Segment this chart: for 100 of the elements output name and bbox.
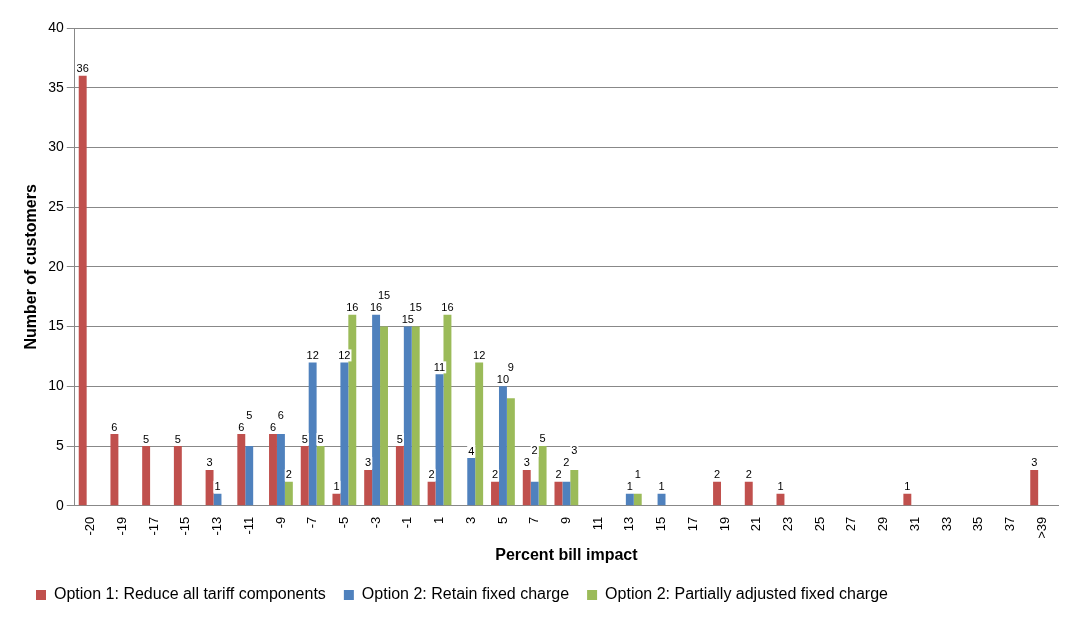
bar xyxy=(395,446,404,506)
bar xyxy=(657,493,666,506)
x-tick-label: 21 xyxy=(748,516,764,532)
y-tick-label: 25 xyxy=(48,198,64,215)
bar xyxy=(713,481,722,506)
x-tick-label: 23 xyxy=(779,516,795,532)
data-label: 16 xyxy=(346,301,359,314)
x-tick-label: 31 xyxy=(906,516,922,532)
data-label: 36 xyxy=(76,62,89,75)
x-tick-label: -11 xyxy=(240,516,256,535)
data-label: 5 xyxy=(143,432,150,445)
data-label: 5 xyxy=(301,432,308,445)
data-label: 3 xyxy=(206,456,213,469)
bar xyxy=(173,446,182,506)
bar xyxy=(332,493,341,506)
x-tick-label: -3 xyxy=(367,516,383,529)
bar xyxy=(554,481,563,506)
data-label: 2 xyxy=(713,468,721,481)
x-tick-label: 15 xyxy=(653,516,669,532)
data-label: 2 xyxy=(745,468,752,481)
data-label: 12 xyxy=(473,348,486,361)
data-label: 6 xyxy=(277,408,284,421)
x-tick-label: 3 xyxy=(462,516,478,524)
bar xyxy=(237,434,246,506)
data-label: 10 xyxy=(496,372,510,385)
x-tick-label: -20 xyxy=(82,516,98,536)
bar xyxy=(443,314,452,506)
x-tick-label: 33 xyxy=(938,516,954,532)
bar xyxy=(522,469,531,506)
bar xyxy=(340,362,349,506)
x-tick-label: 11 xyxy=(589,516,605,531)
bar xyxy=(364,469,373,506)
bar xyxy=(269,434,277,506)
x-tick-label: -1 xyxy=(399,516,415,529)
x-tick-label: 27 xyxy=(843,516,859,532)
bar xyxy=(498,386,507,506)
data-label: 11 xyxy=(433,360,446,373)
data-label: 5 xyxy=(396,432,403,445)
bar xyxy=(1030,469,1039,506)
x-tick-label: 5 xyxy=(494,516,510,524)
bar xyxy=(467,457,476,506)
x-tick-label: 17 xyxy=(684,516,700,532)
x-tick-label: -17 xyxy=(145,516,161,536)
bar xyxy=(300,446,309,506)
legend-label: Option 1: Reduce all tariff components xyxy=(54,585,326,603)
x-tick-label: 25 xyxy=(811,516,827,532)
x-tick-label: 7 xyxy=(526,516,542,524)
data-label: 2 xyxy=(428,468,435,481)
bar xyxy=(245,446,254,506)
bar xyxy=(903,493,912,506)
bar xyxy=(633,493,642,506)
legend-label: Option 2: Partially adjusted fixed charge xyxy=(605,585,889,603)
data-label: 3 xyxy=(1031,456,1038,469)
bar xyxy=(538,446,547,506)
bar xyxy=(110,434,119,506)
x-tick-label: -19 xyxy=(113,516,129,536)
data-label: 6 xyxy=(238,420,245,433)
y-tick-label: 0 xyxy=(55,496,64,513)
data-label: 3 xyxy=(571,444,578,457)
bar xyxy=(316,446,325,506)
x-tick-label: -13 xyxy=(209,516,225,536)
y-tick-label: 10 xyxy=(48,377,64,394)
bar xyxy=(475,362,484,506)
data-label: 2 xyxy=(531,444,538,457)
bar xyxy=(142,446,151,506)
bar xyxy=(380,326,388,506)
y-tick-label: 20 xyxy=(48,257,64,274)
y-tick-label: 30 xyxy=(48,138,64,155)
x-tick-label: -15 xyxy=(177,516,193,536)
data-label: 3 xyxy=(365,456,372,469)
x-tick-label: >39 xyxy=(1033,516,1049,539)
x-tick-label: 37 xyxy=(1002,516,1017,532)
data-label: 1 xyxy=(333,480,340,493)
bar xyxy=(411,326,420,506)
data-label: 4 xyxy=(468,444,475,457)
data-label: 2 xyxy=(563,456,570,469)
x-tick-label: 29 xyxy=(875,516,891,532)
data-label: 15 xyxy=(401,313,414,326)
y-axis-title: Number of customers xyxy=(22,184,40,350)
data-label: 6 xyxy=(269,420,277,433)
bar xyxy=(308,362,317,506)
bar xyxy=(427,481,436,506)
x-tick-label: 19 xyxy=(716,516,732,532)
data-label: 1 xyxy=(658,480,665,493)
data-label: 15 xyxy=(409,301,422,314)
data-label: 5 xyxy=(317,432,324,445)
y-tick-label: 40 xyxy=(48,18,64,35)
bar xyxy=(284,481,293,506)
bar xyxy=(491,481,499,506)
bar xyxy=(744,481,753,506)
data-label: 1 xyxy=(214,480,221,493)
x-tick-label: 13 xyxy=(621,516,637,532)
bar xyxy=(205,469,214,506)
bar xyxy=(625,493,634,506)
bar xyxy=(78,75,87,506)
data-label: 5 xyxy=(246,408,253,421)
x-tick-label: -7 xyxy=(304,516,320,529)
data-label: 2 xyxy=(555,468,562,481)
x-tick-label: 35 xyxy=(970,516,986,532)
bar xyxy=(348,314,357,506)
